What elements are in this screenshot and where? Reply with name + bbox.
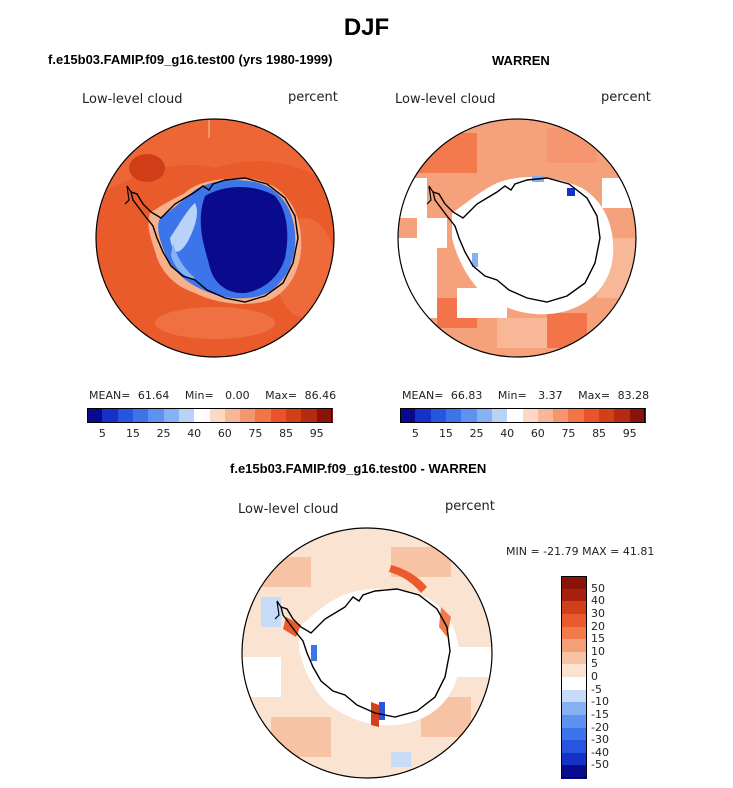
obs-colorbar-tick-label: 60 (530, 427, 545, 440)
diff-colorbar-tick-label: -40 (591, 745, 609, 759)
diff-colorbar-tick-label: -50 (591, 758, 609, 772)
obs-colorbar-tick-label: 5 (411, 427, 419, 440)
diff-polar-map (241, 527, 493, 779)
obs-units-label: percent (601, 90, 651, 105)
diff-colorbar-tick-label: -20 (591, 720, 609, 734)
diff-variable-label: Low-level cloud (238, 502, 339, 517)
obs-variable-label: Low-level cloud (395, 92, 496, 107)
obs-max-value: 83.28 (617, 389, 650, 402)
diff-colorbar-swatch (561, 677, 587, 691)
diff-colorbar-swatch (561, 664, 587, 678)
obs-stats: MEAN= 66.83 Min= 3.37 Max= 83.28 (402, 389, 649, 402)
model-mean-value: 61.64 (137, 389, 170, 402)
diff-colorbar-tick-label: 50 (591, 581, 605, 595)
model-colorbar-tick-label: 40 (187, 427, 202, 440)
diff-colorbar-tick-label: 30 (591, 606, 605, 620)
obs-min-label: Min= (497, 389, 527, 402)
model-min-value: 0.00 (225, 389, 250, 402)
model-colorbar-tick-label: 60 (217, 427, 232, 440)
diff-colorbar-tick-label: 0 (591, 670, 598, 683)
figure-title: DJF (343, 14, 390, 41)
model-variable-label: Low-level cloud (82, 92, 183, 107)
diff-colorbar-tick-label: -10 (591, 695, 609, 709)
model-colorbar-tick-label: 95 (309, 427, 324, 440)
diff-colorbar: 50 40 30 20 15 10 5 0 -5 -10 -15 -20 -30 -40 -50 (561, 576, 621, 779)
obs-polar-map (397, 118, 637, 358)
diff-colorbar-swatch (561, 752, 587, 766)
diff-colorbar-tick-label: -30 (591, 733, 609, 747)
model-polar-map (95, 118, 335, 358)
diff-colorbar-tick-label: 5 (591, 657, 598, 671)
obs-colorbar: 5 15 25 40 60 75 85 95 (400, 408, 646, 444)
model-units-label: percent (288, 90, 338, 105)
diff-panel-title: f.e15b03.FAMIP.f09_g16.test00 - WARREN (230, 461, 487, 476)
diff-units-label: percent (445, 499, 495, 514)
diff-colorbar-swatch (561, 639, 587, 653)
model-colorbar-tick-label: 15 (125, 427, 140, 440)
model-min-label: Min= (184, 389, 214, 402)
diff-colorbar-swatch (561, 727, 587, 741)
obs-max-label: Max= (578, 389, 611, 402)
model-colorbar: 5 15 25 40 60 75 85 95 (87, 408, 333, 444)
diff-colorbar-swatch (561, 714, 587, 728)
obs-colorbar-tick-label: 40 (500, 427, 515, 440)
model-panel-title: f.e15b03.FAMIP.f09_g16.test00 (yrs 1980-… (48, 52, 333, 67)
model-stats: MEAN= 61.64 Min= 0.00 Max= 86.46 (89, 389, 336, 402)
diff-colorbar-tick-label: -5 (591, 682, 602, 696)
obs-colorbar-tick-label: 15 (438, 427, 453, 440)
diff-colorbar-swatch (561, 601, 587, 615)
obs-panel-title: WARREN (492, 53, 550, 68)
obs-colorbar-tick-label: 25 (469, 427, 484, 440)
diff-colorbar-swatch (561, 651, 587, 665)
obs-mean-label: MEAN= (402, 389, 444, 402)
model-colorbar-tick-label: 85 (279, 427, 294, 440)
model-max-value: 86.46 (304, 389, 337, 402)
obs-colorbar-tick-label: 95 (622, 427, 637, 440)
model-colorbar-tick-label: 5 (98, 427, 106, 440)
diff-colorbar-swatch (561, 689, 587, 703)
diff-colorbar-swatch (561, 702, 587, 716)
obs-colorbar-tick-label: 85 (592, 427, 607, 440)
diff-colorbar-tick-label: 20 (591, 619, 605, 633)
model-mean-label: MEAN= (89, 389, 131, 402)
diff-colorbar-tick-label: 40 (591, 594, 605, 608)
diff-colorbar-swatch (561, 740, 587, 754)
diff-colorbar-tick-label: 15 (591, 632, 605, 646)
diff-colorbar-swatch (561, 588, 587, 602)
diff-colorbar-tick-label: -15 (591, 707, 609, 721)
diff-minmax: MIN = -21.79 MAX = 41.81 (506, 545, 655, 558)
model-colorbar-tick-label: 25 (156, 427, 171, 440)
diff-colorbar-tick-label: 10 (591, 644, 605, 658)
diff-colorbar-swatch (561, 576, 587, 590)
model-colorbar-tick-label: 75 (248, 427, 263, 440)
model-max-label: Max= (265, 389, 298, 402)
obs-colorbar-tick-label: 75 (561, 427, 576, 440)
diff-colorbar-swatch (561, 613, 587, 627)
diff-colorbar-swatch (561, 765, 587, 779)
obs-min-value: 3.37 (538, 389, 563, 402)
diff-colorbar-swatch (561, 626, 587, 640)
obs-mean-value: 66.83 (450, 389, 483, 402)
